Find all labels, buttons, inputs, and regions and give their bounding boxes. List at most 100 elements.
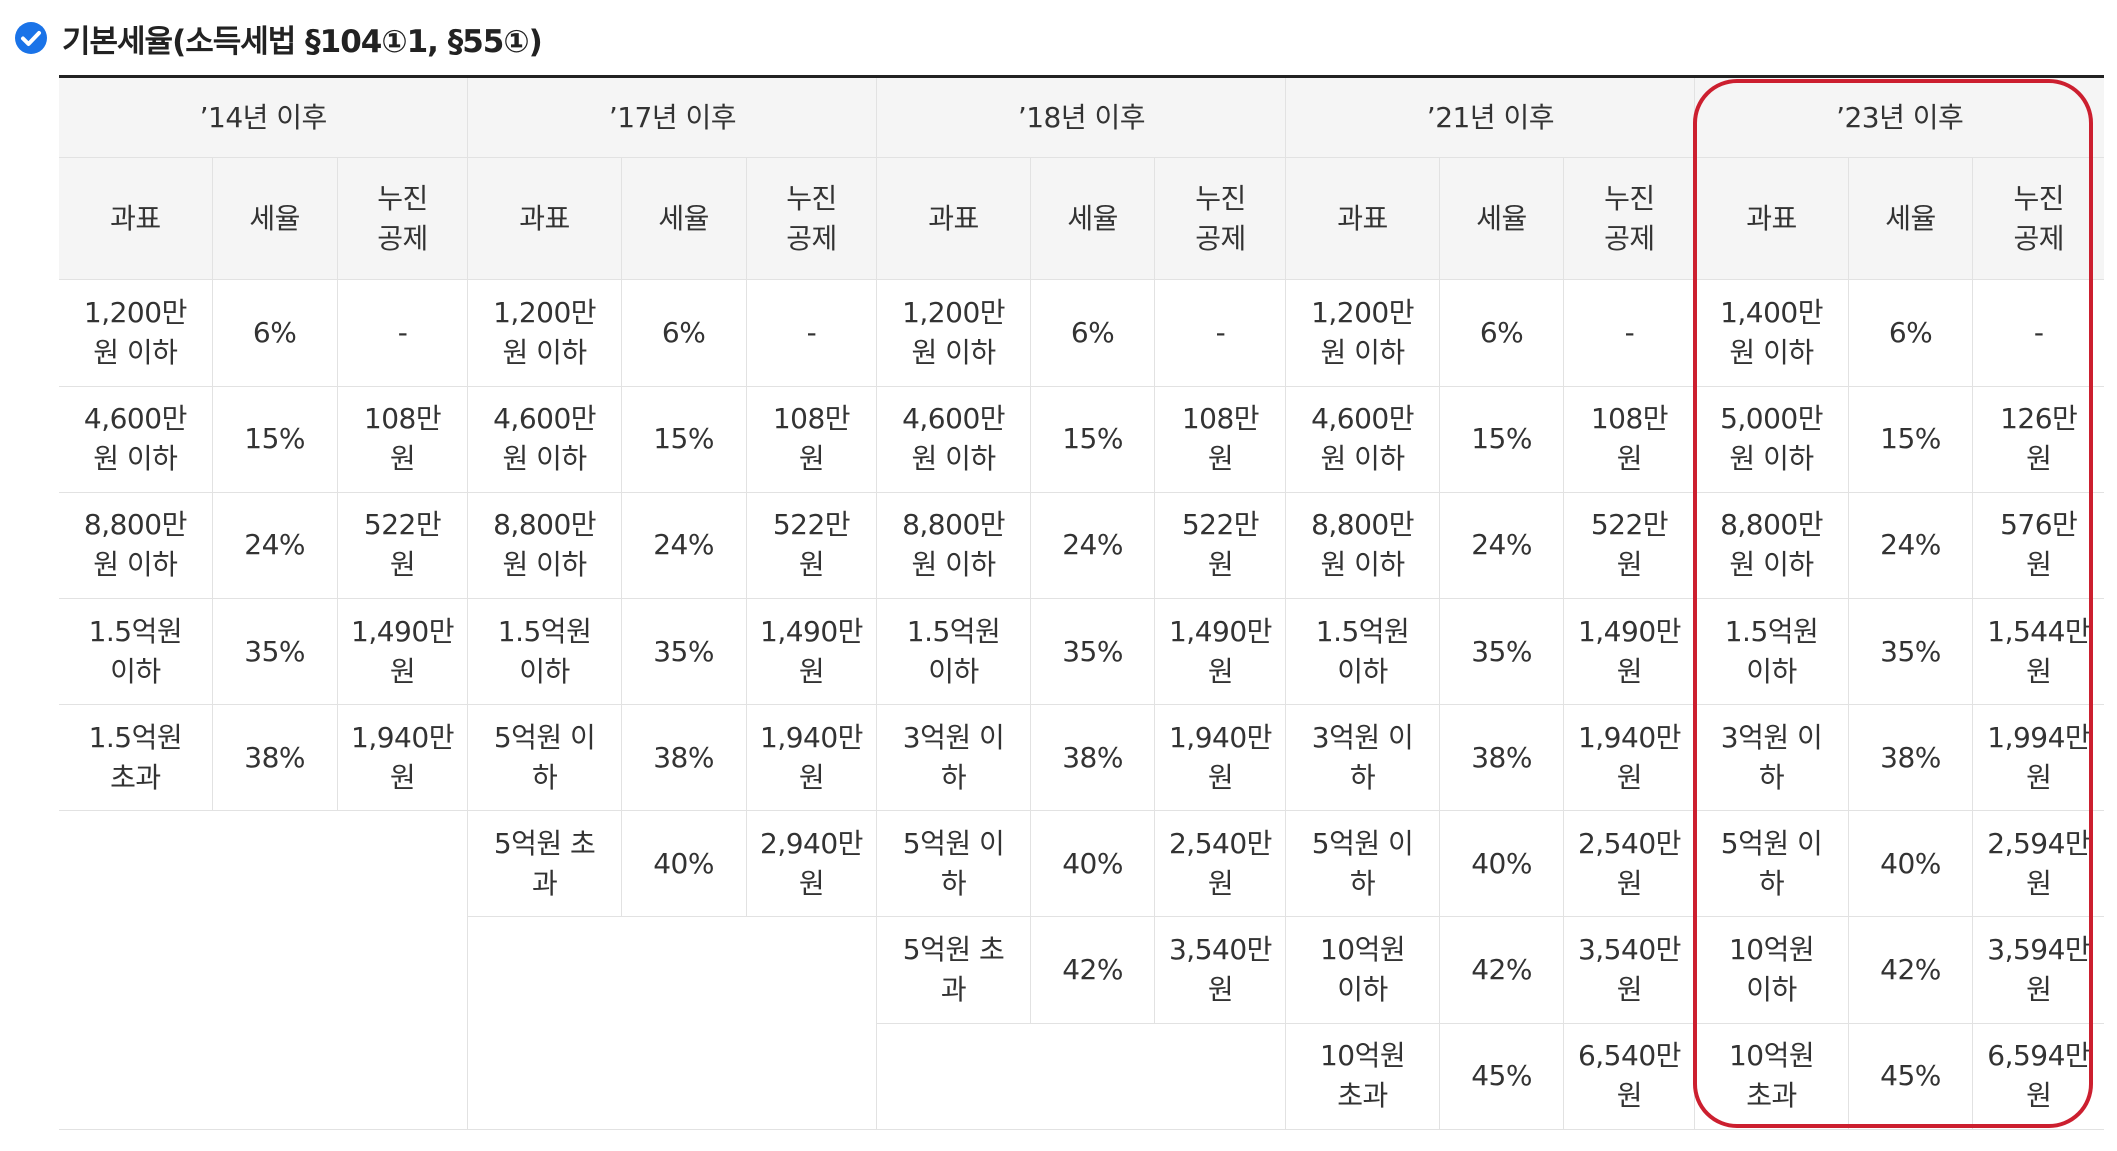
header-base: 과표: [876, 157, 1031, 281]
deduction-cell: 1,490만 원: [1154, 597, 1287, 706]
rate-cell: 45%: [1847, 1022, 1974, 1131]
table-row: 5억원 초 과 42% 3,540만 원 10억원 이하 42% 3,540만 원 10억원 이하 42…: [59, 916, 2104, 1130]
bracket-cell: 8,800만 원 이하: [1694, 491, 1849, 599]
bracket-cell: 1,200만 원 이하: [1285, 279, 1440, 387]
deduction-cell: 108만 원: [1154, 385, 1287, 493]
table-row: 5억원 초 과 40% 2,940만 원 5억원 이 하 40% 2,540만 원 5억원 이 하 40…: [59, 810, 2104, 1130]
deduction-cell: 1,940만 원: [1154, 704, 1287, 812]
deduction-cell: 1,994만 원: [1972, 704, 2104, 812]
period-header: ’21년 이후: [1285, 76, 1696, 159]
deduction-cell: 522만 원: [745, 491, 878, 599]
rate-cell: 24%: [620, 491, 747, 599]
deduction-cell: 3,594만 원: [1972, 916, 2104, 1024]
header-deduction: 누진 공제: [1154, 157, 1287, 281]
deduction-cell: 1,940만 원: [336, 704, 469, 812]
header-deduction: 누진 공제: [1563, 157, 1696, 281]
deduction-cell: -: [1972, 279, 2104, 387]
header-rate: 세율: [1438, 157, 1565, 281]
deduction-cell: -: [336, 279, 469, 387]
bracket-cell: 8,800만 원 이하: [59, 491, 213, 599]
header-base: 과표: [1285, 157, 1440, 281]
deduction-cell: 2,540만 원: [1563, 810, 1696, 918]
rate-cell: 15%: [211, 385, 338, 493]
period-header: ’23년 이후: [1694, 76, 2104, 159]
table-row: 10억원 초과 45% 6,540만 원 10억원 초과 45% 6,594만 원: [59, 1022, 2104, 1131]
bracket-cell: 1,200만 원 이하: [876, 279, 1031, 387]
rate-cell: 40%: [1438, 810, 1565, 918]
rate-cell: 6%: [1847, 279, 1974, 387]
rate-cell: 42%: [1029, 916, 1156, 1024]
bracket-cell: 4,600만 원 이하: [1285, 385, 1440, 493]
deduction-cell: 1,544만 원: [1972, 597, 2104, 706]
deduction-cell: 108만 원: [745, 385, 878, 493]
deduction-cell: 126만 원: [1972, 385, 2104, 493]
section-title: 기본세율(소득세법 §104①1, §55①): [14, 10, 543, 66]
rate-cell: 38%: [620, 704, 747, 812]
rate-cell: 42%: [1847, 916, 1974, 1024]
bracket-cell: 1,400만 원 이하: [1694, 279, 1849, 387]
empty-cell: [467, 916, 878, 1130]
rate-cell: 6%: [1029, 279, 1156, 387]
table-row: 4,600만 원 이하 15% 108만 원 4,600만 원 이하 15% 108만 원 4,60…: [59, 385, 2104, 493]
header-rate: 세율: [1847, 157, 1974, 281]
deduction-cell: 522만 원: [1154, 491, 1287, 599]
rate-cell: 35%: [1847, 597, 1974, 706]
rate-cell: 35%: [1438, 597, 1565, 706]
period-header: ’14년 이후: [59, 76, 469, 159]
deduction-cell: 6,594만 원: [1972, 1022, 2104, 1131]
bracket-cell: 4,600만 원 이하: [467, 385, 622, 493]
table-row: 1,200만 원 이하 6% -1,200만 원 이하 6% -1,200만 원 이하 6% -1…: [59, 279, 2104, 387]
deduction-cell: 108만 원: [336, 385, 469, 493]
table-row: 8,800만 원 이하 24% 522만 원 8,800만 원 이하 24% 522만 원 8,80…: [59, 491, 2104, 599]
deduction-cell: 1,490만 원: [336, 597, 469, 706]
header-base: 과표: [1694, 157, 1849, 281]
deduction-cell: 2,940만 원: [745, 810, 878, 918]
table-row: 1.5억원 이하 35% 1,490만 원 1.5억원 이하 35% 1,490만 원 1.5억원 이…: [59, 597, 2104, 706]
deduction-cell: 3,540만 원: [1563, 916, 1696, 1024]
bracket-cell: 10억원 초과: [1694, 1022, 1849, 1131]
bracket-cell: 1.5억원 이하: [467, 597, 622, 706]
rate-cell: 38%: [1438, 704, 1565, 812]
rate-cell: 40%: [1847, 810, 1974, 918]
empty-cell: [59, 810, 469, 1130]
bracket-cell: 4,600만 원 이하: [876, 385, 1031, 493]
rate-cell: 38%: [1847, 704, 1974, 812]
rate-cell: 24%: [1438, 491, 1565, 599]
section-title-text: 기본세율(소득세법 §104①1, §55①): [62, 23, 543, 60]
bracket-cell: 4,600만 원 이하: [59, 385, 213, 493]
rate-cell: 15%: [620, 385, 747, 493]
deduction-cell: 522만 원: [336, 491, 469, 599]
bracket-cell: 10억원 초과: [1285, 1022, 1440, 1131]
deduction-cell: 3,540만 원: [1154, 916, 1287, 1024]
rate-cell: 15%: [1847, 385, 1974, 493]
bracket-cell: 10억원 이하: [1285, 916, 1440, 1024]
bracket-cell: 1.5억원 초과: [59, 704, 213, 812]
deduction-cell: -: [1563, 279, 1696, 387]
deduction-cell: -: [1154, 279, 1287, 387]
period-header: ’17년 이후: [467, 76, 878, 159]
deduction-cell: 1,490만 원: [1563, 597, 1696, 706]
rate-cell: 6%: [620, 279, 747, 387]
header-rate: 세율: [211, 157, 338, 281]
rate-cell: 6%: [1438, 279, 1565, 387]
period-header: ’18년 이후: [876, 76, 1287, 159]
rate-cell: 35%: [620, 597, 747, 706]
period-header-row: ’14년 이후 ’17년 이후 ’18년 이후 ’21년 이후 ’23년 이후: [59, 76, 2104, 159]
deduction-cell: 1,490만 원: [745, 597, 878, 706]
header-base: 과표: [59, 157, 213, 281]
rate-cell: 40%: [620, 810, 747, 918]
bracket-cell: 8,800만 원 이하: [876, 491, 1031, 599]
empty-cell: [876, 1022, 1287, 1131]
column-header-row: 과표 세율 누진 공제 과표 세율 누진 공제 과표 세율 누진 공제 과표 세율 누진 공제 과표 세율 누진 공제: [59, 157, 2104, 281]
header-deduction: 누진 공제: [745, 157, 878, 281]
header-deduction: 누진 공제: [1972, 157, 2104, 281]
header-deduction: 누진 공제: [336, 157, 469, 281]
bracket-cell: 1.5억원 이하: [59, 597, 213, 706]
rate-cell: 6%: [211, 279, 338, 387]
rate-cell: 24%: [1847, 491, 1974, 599]
